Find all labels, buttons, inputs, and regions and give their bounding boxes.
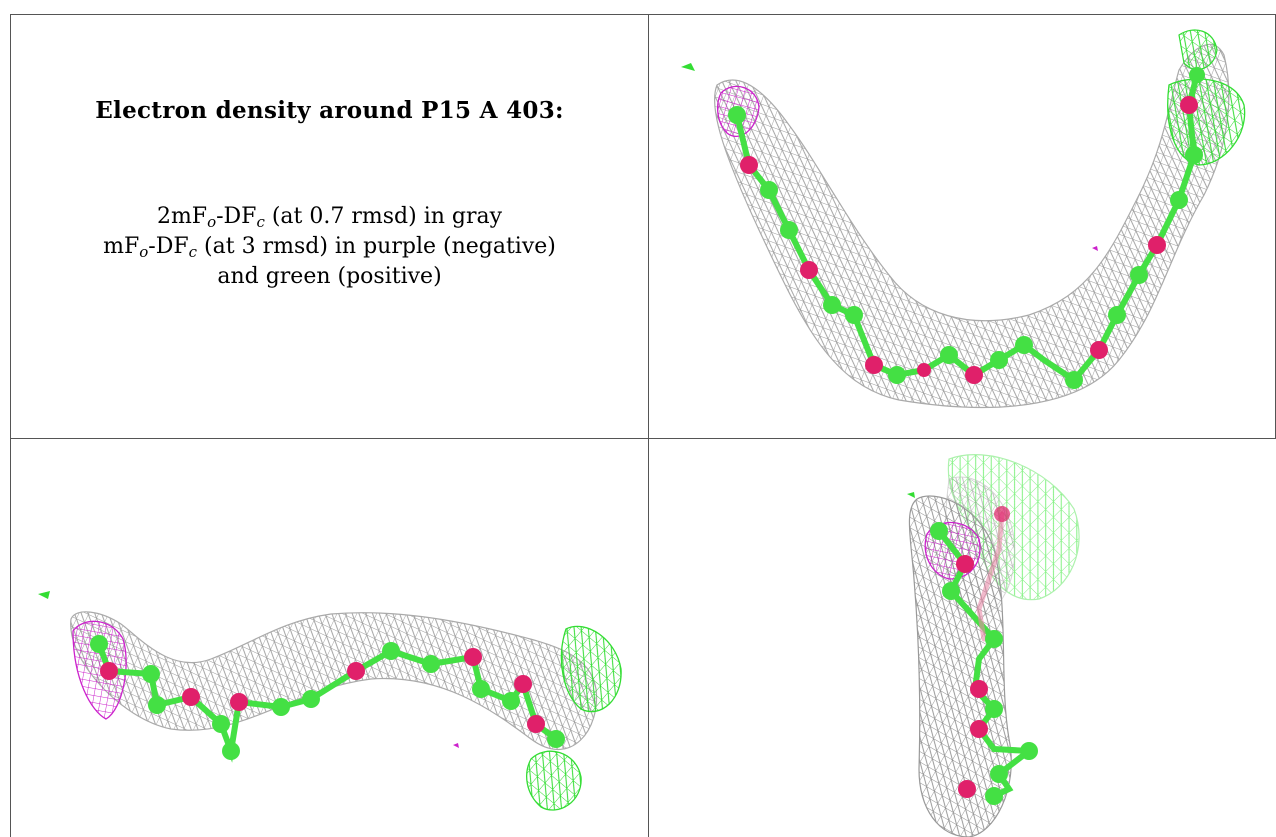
density-mesh-purple bbox=[453, 743, 459, 748]
density-mesh-green bbox=[1178, 29, 1218, 71]
density-mesh-green bbox=[1167, 78, 1246, 166]
density-mesh-green bbox=[526, 750, 582, 811]
carbon-atoms bbox=[930, 522, 1038, 805]
oxygen-atoms bbox=[100, 648, 545, 733]
ligand-chain bbox=[930, 506, 1038, 805]
table-border-top bbox=[10, 14, 1276, 15]
view-bottom-right bbox=[649, 439, 1275, 837]
density-mesh-green bbox=[560, 625, 622, 713]
carbon-atoms bbox=[728, 67, 1205, 389]
view-top-right bbox=[649, 15, 1275, 438]
ligand-chain bbox=[728, 67, 1205, 389]
table-border-center bbox=[648, 14, 649, 837]
table-border-middle bbox=[10, 438, 1276, 439]
caption-cell: Electron density around P15 A 403: 2mFo-… bbox=[11, 15, 648, 438]
density-mesh-gray bbox=[713, 43, 1230, 409]
caption-legend: 2mFo-DFc (at 0.7 rmsd) in gray mFo-DFc (… bbox=[103, 202, 556, 292]
caption-title: Electron density around P15 A 403: bbox=[95, 97, 564, 124]
legend-line-gray: 2mFo-DFc (at 0.7 rmsd) in gray bbox=[156, 204, 503, 231]
density-mesh-green bbox=[38, 591, 50, 599]
ligand-chain bbox=[90, 635, 565, 763]
density-mesh-green bbox=[907, 492, 915, 498]
view-bottom-left bbox=[11, 439, 648, 837]
table-border-left bbox=[10, 14, 11, 837]
oxygen-atoms bbox=[956, 506, 1010, 798]
density-mesh-green bbox=[681, 63, 695, 71]
carbon-atoms bbox=[90, 635, 565, 760]
legend-line-positive: and green (positive) bbox=[217, 264, 442, 289]
oxygen-atoms bbox=[740, 96, 1198, 384]
figure-grid: Electron density around P15 A 403: 2mFo-… bbox=[10, 14, 1276, 837]
legend-line-difference: mFo-DFc (at 3 rmsd) in purple (negative) bbox=[103, 234, 556, 261]
density-mesh-purple bbox=[72, 620, 127, 720]
density-mesh-purple bbox=[1092, 246, 1098, 251]
